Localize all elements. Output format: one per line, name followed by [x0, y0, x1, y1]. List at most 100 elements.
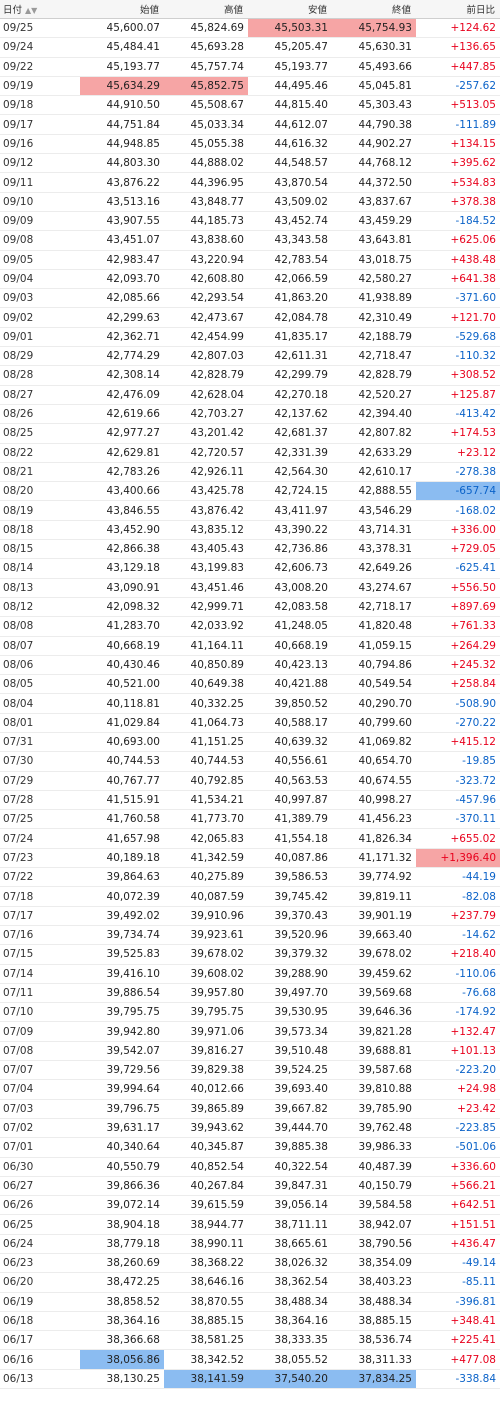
cell-close: 42,828.79	[332, 365, 416, 386]
column-header-high[interactable]: 高値	[164, 0, 248, 19]
cell-date: 09/10	[0, 192, 80, 212]
cell-date: 07/29	[0, 771, 80, 791]
cell-date: 07/14	[0, 964, 80, 984]
cell-close: 41,938.89	[332, 288, 416, 309]
table-row: 08/01 41,029.84 41,064.73 40,588.17 40,799.6…	[0, 713, 500, 733]
table-row: 09/19 45,634.29 45,852.75 44,495.46 45,045.8…	[0, 76, 500, 97]
table-row: 06/24 38,779.18 38,990.11 38,665.61 38,790.5…	[0, 1234, 500, 1255]
cell-date: 08/01	[0, 713, 80, 733]
table-row: 07/15 39,525.83 39,678.02 39,379.32 39,678.0…	[0, 944, 500, 965]
cell-open: 39,525.83	[80, 944, 164, 965]
cell-open: 38,260.69	[80, 1253, 164, 1274]
cell-change: +395.62	[416, 153, 500, 174]
cell-date: 06/16	[0, 1349, 80, 1370]
column-header-close[interactable]: 終値	[332, 0, 416, 19]
cell-low: 44,548.57	[248, 153, 332, 174]
cell-date: 09/04	[0, 269, 80, 290]
cell-low: 38,364.16	[248, 1311, 332, 1332]
cell-low: 39,510.48	[248, 1041, 332, 1062]
table-row: 07/03 39,796.75 39,865.89 39,667.82 39,785.9…	[0, 1099, 500, 1119]
cell-high: 40,345.87	[164, 1137, 248, 1158]
cell-close: 38,488.34	[332, 1292, 416, 1312]
table-row: 06/17 38,366.68 38,581.25 38,333.35 38,536.7…	[0, 1330, 500, 1351]
cell-date: 08/18	[0, 520, 80, 541]
cell-high: 39,910.96	[164, 906, 248, 926]
cell-change: +237.79	[416, 906, 500, 926]
cell-open: 40,189.18	[80, 848, 164, 869]
cell-low: 38,488.34	[248, 1292, 332, 1312]
column-header-open[interactable]: 始値	[80, 0, 164, 19]
cell-change: +378.38	[416, 192, 500, 212]
table-row: 07/22 39,864.63 40,275.89 39,586.53 39,774.9…	[0, 867, 500, 888]
cell-open: 39,416.10	[80, 964, 164, 984]
column-header-low[interactable]: 安値	[248, 0, 332, 19]
cell-change: -184.52	[416, 211, 500, 232]
cell-high: 38,646.16	[164, 1272, 248, 1293]
cell-low: 39,573.34	[248, 1021, 332, 1042]
cell-change: -257.62	[416, 76, 500, 97]
cell-change: +641.38	[416, 269, 500, 290]
cell-date: 08/13	[0, 578, 80, 598]
cell-close: 40,150.79	[332, 1176, 416, 1197]
sort-icon[interactable]: ▲▼	[25, 6, 38, 15]
cell-low: 42,736.86	[248, 539, 332, 560]
cell-low: 39,530.95	[248, 1002, 332, 1023]
cell-date: 09/03	[0, 288, 80, 309]
table-body: 09/25 45,600.07 45,824.69 45,503.31 45,754.9…	[0, 18, 500, 1390]
cell-date: 08/27	[0, 385, 80, 405]
cell-close: 37,834.25	[332, 1369, 416, 1390]
cell-change: +655.02	[416, 828, 500, 849]
cell-open: 39,734.74	[80, 925, 164, 946]
cell-high: 42,703.27	[164, 404, 248, 425]
cell-change: +136.65	[416, 37, 500, 58]
cell-change: +556.50	[416, 578, 500, 598]
cell-date: 09/01	[0, 327, 80, 348]
table-row: 08/13 43,090.91 43,451.46 43,008.20 43,274.6…	[0, 578, 500, 598]
cell-high: 43,835.12	[164, 520, 248, 541]
cell-low: 40,639.32	[248, 732, 332, 753]
cell-close: 44,790.38	[332, 114, 416, 135]
cell-change: +121.70	[416, 307, 500, 328]
cell-close: 39,663.40	[332, 925, 416, 946]
cell-high: 43,451.46	[164, 578, 248, 598]
cell-open: 38,904.18	[80, 1214, 164, 1235]
cell-open: 38,858.52	[80, 1292, 164, 1312]
cell-change: -278.38	[416, 462, 500, 483]
cell-low: 40,563.53	[248, 771, 332, 791]
cell-low: 43,390.22	[248, 520, 332, 541]
cell-change: -44.19	[416, 867, 500, 888]
cell-date: 06/26	[0, 1195, 80, 1216]
cell-low: 42,606.73	[248, 558, 332, 579]
cell-low: 39,520.96	[248, 925, 332, 946]
cell-high: 39,795.75	[164, 1002, 248, 1023]
cell-open: 42,098.32	[80, 597, 164, 618]
cell-close: 42,718.47	[332, 346, 416, 367]
table-row: 06/13 38,130.25 38,141.59 37,540.20 37,834.2…	[0, 1369, 500, 1390]
cell-high: 42,807.03	[164, 346, 248, 367]
cell-close: 42,888.55	[332, 481, 416, 502]
table-row: 06/25 38,904.18 38,944.77 38,711.11 38,942.0…	[0, 1214, 500, 1235]
table-row: 09/11 43,876.22 44,396.95 43,870.54 44,372.5…	[0, 172, 500, 193]
cell-low: 39,497.70	[248, 983, 332, 1004]
cell-open: 42,093.70	[80, 269, 164, 290]
cell-change: +258.84	[416, 674, 500, 695]
cell-change: +436.47	[416, 1234, 500, 1255]
cell-open: 43,452.90	[80, 520, 164, 541]
cell-high: 39,943.62	[164, 1118, 248, 1139]
table-row: 09/10 43,513.16 43,848.77 43,509.02 43,837.6…	[0, 192, 500, 212]
cell-open: 39,866.36	[80, 1176, 164, 1197]
column-header-date[interactable]: 日付 ▲▼	[0, 0, 80, 19]
cell-low: 45,503.31	[248, 18, 332, 39]
cell-change: -508.90	[416, 693, 500, 714]
table-row: 07/18 40,072.39 40,087.59 39,745.42 39,819.1…	[0, 886, 500, 907]
cell-open: 42,299.63	[80, 307, 164, 328]
cell-open: 38,779.18	[80, 1234, 164, 1255]
cell-change: +125.87	[416, 385, 500, 405]
cell-low: 42,331.39	[248, 443, 332, 463]
column-header-change[interactable]: 前日比	[416, 0, 500, 19]
cell-close: 38,885.15	[332, 1311, 416, 1332]
table-row: 09/16 44,948.85 45,055.38 44,616.32 44,902.2…	[0, 134, 500, 155]
cell-date: 07/17	[0, 906, 80, 926]
cell-date: 09/12	[0, 153, 80, 174]
cell-high: 42,926.11	[164, 462, 248, 483]
